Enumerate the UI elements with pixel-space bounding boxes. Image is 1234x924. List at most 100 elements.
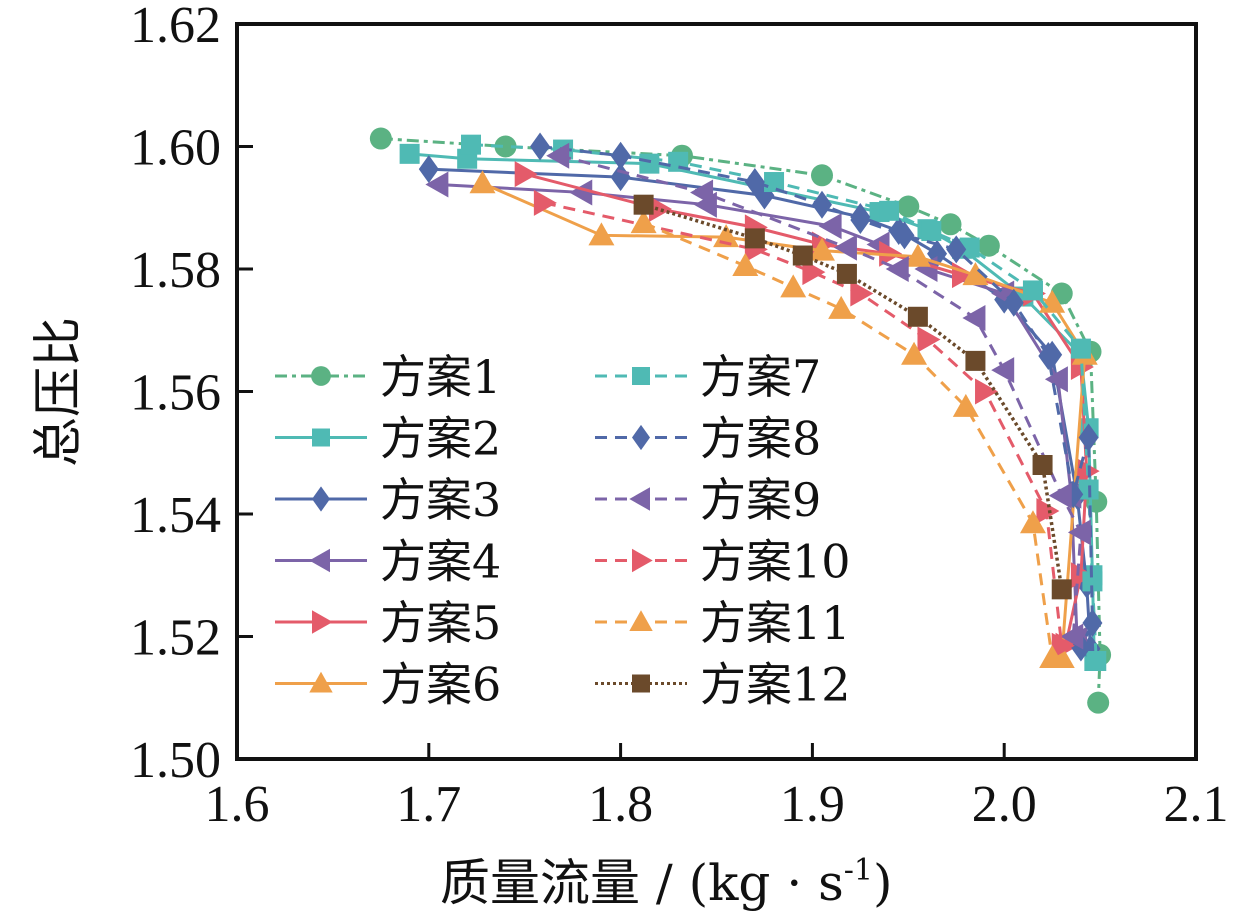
legend-item: 方案2 xyxy=(275,412,501,466)
x-tick-label: 2.0 xyxy=(972,776,1037,833)
x-axis-label-main: 质量流量 / (kg · s xyxy=(440,854,844,912)
legend-label: 方案3 xyxy=(380,473,501,527)
data-point xyxy=(792,245,813,266)
series-6 xyxy=(469,170,1098,668)
legend-item: 方案4 xyxy=(275,535,501,589)
y-tick-label: 1.60 xyxy=(130,120,221,177)
legend-marker xyxy=(309,548,330,573)
legend-marker xyxy=(312,486,330,512)
data-point xyxy=(744,168,765,197)
legend-label: 方案7 xyxy=(700,350,821,404)
data-point xyxy=(946,235,967,264)
data-point xyxy=(1022,280,1043,301)
series-line xyxy=(543,201,1064,646)
data-point xyxy=(1070,338,1091,359)
data-point xyxy=(630,210,657,234)
data-point xyxy=(850,280,874,307)
series-10 xyxy=(533,189,1075,659)
data-point xyxy=(588,222,615,246)
legend: 方案1 方案2 方案3 方案4 方案5 方案6 方案7 方案8 方案9 方案10 方案11 方案12 xyxy=(275,350,851,712)
legend-item: 方案11 xyxy=(595,596,851,650)
x-tick-label: 1.6 xyxy=(205,776,270,833)
legend-marker xyxy=(311,366,331,386)
legend-label: 方案9 xyxy=(700,473,821,527)
legend-marker xyxy=(632,367,650,385)
legend-marker xyxy=(632,548,653,573)
y-axis-label: 总压比 xyxy=(29,317,87,467)
data-point xyxy=(744,228,765,249)
data-point xyxy=(907,306,928,327)
data-point xyxy=(1038,341,1059,370)
data-point xyxy=(1082,571,1103,592)
legend-marker xyxy=(309,671,333,693)
legend-label: 方案4 xyxy=(380,535,501,589)
y-tick-label: 1.54 xyxy=(130,487,221,544)
data-point xyxy=(764,172,785,193)
data-point xyxy=(460,134,481,155)
legend-label: 方案8 xyxy=(700,412,821,466)
legend-item: 方案7 xyxy=(595,350,821,404)
data-point xyxy=(1032,455,1053,475)
data-point xyxy=(1051,632,1075,659)
data-point xyxy=(901,341,928,365)
y-tick-label: 1.62 xyxy=(130,0,221,54)
data-point xyxy=(879,200,900,221)
x-axis-label: 质量流量 / (kg · s-1) xyxy=(440,853,893,912)
data-point xyxy=(732,252,759,276)
legend-item: 方案1 xyxy=(275,350,501,404)
series-line xyxy=(643,221,1054,659)
data-point xyxy=(1070,562,1094,589)
series-11 xyxy=(630,210,1066,668)
data-point xyxy=(494,135,517,158)
y-tick-label: 1.50 xyxy=(130,732,221,789)
data-point xyxy=(1078,423,1099,452)
series-7 xyxy=(460,134,1107,671)
data-point xyxy=(530,132,551,161)
series-line xyxy=(380,137,1102,703)
data-point xyxy=(850,206,871,234)
legend-label: 方案10 xyxy=(700,535,851,589)
data-point xyxy=(533,189,557,216)
data-point xyxy=(1048,482,1072,509)
x-tick-label: 1.7 xyxy=(396,776,461,833)
legend-item: 方案10 xyxy=(595,535,851,589)
data-point xyxy=(991,357,1015,384)
legend-label: 方案5 xyxy=(380,596,501,650)
data-point xyxy=(917,326,941,353)
data-point xyxy=(977,234,1000,257)
x-axis-label-sup: -1 xyxy=(844,853,873,888)
y-tick-label: 1.52 xyxy=(130,610,221,667)
data-point xyxy=(569,179,593,206)
data-point xyxy=(836,263,857,284)
data-point xyxy=(808,237,835,261)
data-point xyxy=(1087,691,1110,714)
legend-label: 方案1 xyxy=(380,350,501,404)
data-point xyxy=(469,170,496,194)
legend-marker xyxy=(632,674,650,693)
data-point xyxy=(904,243,931,267)
series-9 xyxy=(546,142,1091,650)
legend-item: 方案3 xyxy=(275,473,501,527)
legend-marker xyxy=(629,487,650,511)
data-point xyxy=(962,305,986,331)
legend-item: 方案5 xyxy=(275,596,501,650)
legend-label: 方案2 xyxy=(380,412,501,466)
ticks-layer: 1.6 1.7 1.8 1.9 2.0 2.1 1.50 1.52 1.54 1.56 1.58 1.… xyxy=(130,0,1229,833)
data-point xyxy=(959,237,980,258)
data-point xyxy=(885,256,909,282)
data-point xyxy=(610,141,631,170)
data-point xyxy=(833,234,857,261)
data-point xyxy=(1051,579,1072,600)
data-point xyxy=(897,195,920,218)
series-12 xyxy=(633,194,1072,600)
data-point xyxy=(921,221,942,242)
data-point xyxy=(894,221,915,250)
data-point xyxy=(1060,623,1084,650)
data-point xyxy=(399,143,420,164)
legend-marker xyxy=(629,610,653,631)
data-point xyxy=(811,190,832,219)
legend-item: 方案9 xyxy=(595,473,821,527)
x-tick-label: 1.8 xyxy=(588,776,653,833)
data-point xyxy=(1003,288,1024,317)
